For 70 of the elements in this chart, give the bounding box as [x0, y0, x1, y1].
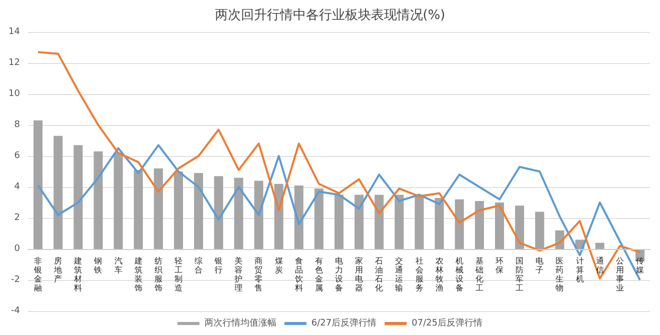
x-tick-label: 计算机 [576, 256, 584, 284]
x-tick-label: 建筑材料 [73, 256, 82, 293]
bar [374, 194, 384, 249]
x-tick-label: 医药生物 [556, 256, 564, 293]
x-tick-label: 纺织服饰 [153, 256, 162, 293]
y-tick-label: -2 [11, 275, 20, 285]
x-tick-label: 建筑装饰 [133, 256, 142, 293]
legend-label: 6/27后反弹行情 [311, 318, 377, 328]
x-tick-label: 交通运输 [395, 256, 404, 293]
x-tick-label: 环保 [496, 256, 504, 275]
bar [134, 170, 143, 249]
y-tick-label: 0 [14, 244, 20, 254]
x-tick-label: 轻工制造 [174, 256, 182, 293]
x-tick-label: 社会服务 [415, 256, 424, 293]
bar [334, 194, 344, 249]
bar [474, 200, 484, 249]
bar [314, 188, 324, 249]
y-tick-label: 4 [14, 182, 20, 192]
y-tick-label: 6 [14, 151, 20, 161]
bar [154, 168, 163, 249]
x-tick-label: 传媒 [636, 256, 644, 275]
y-tick-label: 8 [14, 120, 20, 130]
legend-label: 两次行情均值涨幅 [204, 318, 276, 328]
x-tick-label: 煤炭 [274, 256, 283, 275]
x-tick-label: 综合 [194, 256, 203, 275]
bar [74, 145, 83, 249]
bar [495, 202, 504, 249]
x-tick-label: 有色金属 [314, 256, 323, 293]
y-tick-label: 14 [8, 27, 20, 37]
x-tick-label: 基础化工 [474, 256, 484, 293]
legend-label: 07/25后反弹行情 [412, 318, 483, 328]
x-tick-label: 家用电器 [355, 256, 364, 293]
bar [414, 194, 424, 249]
x-tick-label: 电力设备 [335, 256, 343, 293]
bar [434, 198, 444, 249]
bar [254, 180, 264, 249]
x-tick-label: 汽车 [114, 256, 122, 275]
x-tick-label: 非银金融 [33, 256, 42, 293]
y-tick-label: 10 [8, 89, 20, 99]
bar [54, 136, 63, 249]
bar [294, 185, 304, 249]
x-tick-label: 石油石化 [375, 256, 384, 293]
x-tick-label: 国防军工 [516, 256, 524, 293]
x-tick-label: 商贸零售 [254, 256, 263, 293]
x-tick-label: 银行 [214, 256, 223, 275]
x-tick-label: 电子 [536, 256, 544, 275]
y-tick-label: 12 [8, 58, 20, 68]
x-tick-label: 食品饮料 [294, 256, 303, 293]
bar [94, 151, 103, 249]
x-tick-label: 机械设备 [455, 256, 464, 293]
bar [354, 194, 364, 249]
bar [515, 206, 524, 249]
y-tick-label: -4 [11, 306, 20, 316]
bar [535, 212, 544, 249]
bar [394, 194, 404, 249]
bar [595, 242, 604, 249]
x-tick-label: 钢铁 [93, 256, 102, 275]
x-tick-label: 公用事业 [616, 256, 624, 293]
chart-title: 两次回升行情中各行业板块表现情况(%) [214, 8, 446, 23]
bar [34, 120, 43, 249]
bar [214, 176, 224, 249]
x-tick-label: 房地产 [53, 256, 62, 284]
bar [234, 178, 244, 249]
bar [194, 173, 204, 249]
bar [174, 172, 183, 249]
x-tick-label: 农林牧渔 [434, 256, 444, 293]
x-tick-label: 美容护理 [234, 256, 243, 293]
y-tick-label: 2 [14, 213, 20, 223]
bar [114, 152, 123, 249]
bar [454, 199, 464, 249]
